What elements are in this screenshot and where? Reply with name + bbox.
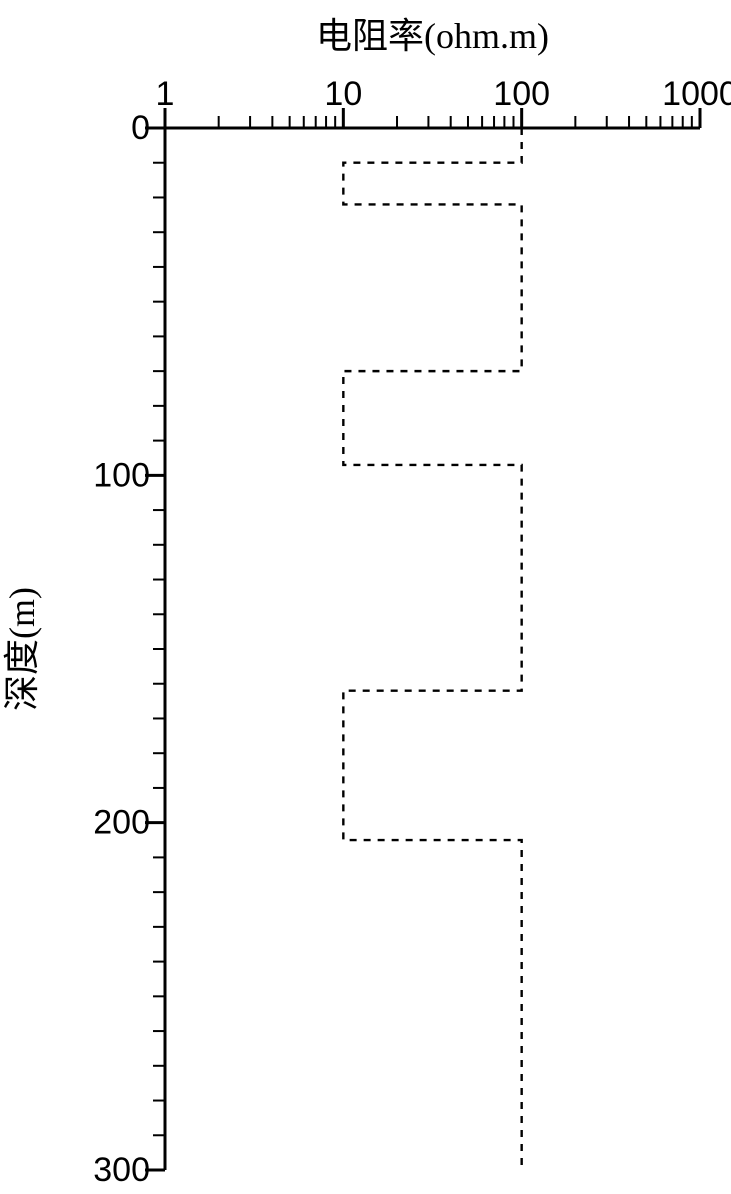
x-tick-label: 1000: [662, 75, 731, 113]
x-tick-label: 100: [493, 75, 550, 113]
x-axis-title: 电阻率(ohm.m): [316, 16, 549, 56]
y-tick-label: 0: [131, 109, 150, 147]
x-tick-label: 1: [156, 75, 175, 113]
resistivity-depth-chart: 1 10 100 1000 电阻率(ohm.m) 0 100 200 300 深度(m): [0, 0, 731, 1194]
y-tick-label: 200: [93, 804, 150, 842]
y-tick-label: 100: [93, 456, 150, 494]
y-axis-title: 深度(m): [2, 587, 42, 711]
chart-svg: 1 10 100 1000 电阻率(ohm.m) 0 100 200 300 深度(m): [0, 0, 731, 1194]
x-tick-label: 10: [324, 75, 362, 113]
y-tick-label: 300: [93, 1151, 150, 1189]
